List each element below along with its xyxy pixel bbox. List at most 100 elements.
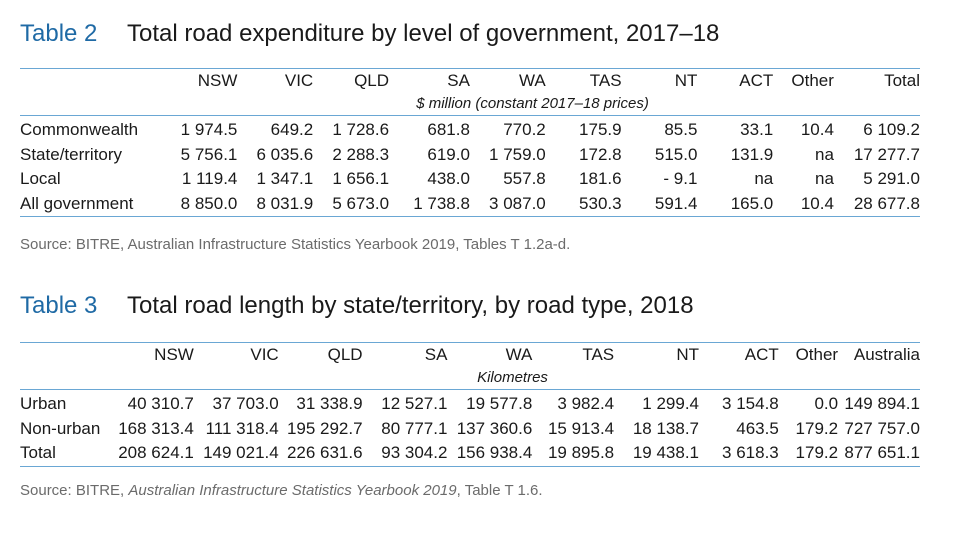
source-suffix: , Table T 1.6.	[456, 482, 543, 499]
table-cell: 226 631.6	[286, 443, 363, 463]
table-cell: 727 757.0	[844, 418, 920, 438]
table-cell: na	[754, 169, 774, 189]
column-header: VIC	[250, 345, 279, 364]
table-cell: 149 021.4	[203, 443, 279, 463]
table-2-title: Total road expenditure by level of gover…	[127, 20, 720, 47]
table-cell: 8 850.0	[180, 193, 238, 213]
table-2-source: Source: BITRE, Australian Infrastructure…	[20, 236, 571, 253]
table-cell: 3 154.8	[722, 394, 779, 414]
table-cell: - 9.1	[663, 169, 698, 189]
table-cell: 131.9	[730, 144, 774, 164]
table-cell: 5 291.0	[863, 169, 920, 189]
table-cell: 1 119.4	[181, 169, 238, 189]
table-cell: 19 895.8	[547, 443, 615, 463]
table-cell: 179.2	[795, 418, 839, 438]
table-cell: 2 288.3	[332, 144, 390, 164]
table-cell: 877 651.1	[844, 443, 920, 463]
table-cell: 12 527.1	[381, 394, 448, 414]
table-cell: 175.9	[579, 120, 622, 140]
unit-label: Kilometres	[20, 367, 920, 390]
table-cell: 1 347.1	[256, 169, 314, 189]
table-cell: 19 577.8	[466, 394, 533, 414]
table-cell: 619.0	[427, 144, 470, 164]
table-2: NSW VIC QLD SA WA TAS NT ACT Other Total…	[20, 69, 920, 217]
table-cell: 681.8	[427, 120, 470, 140]
column-header: SA	[447, 71, 470, 90]
table-cell: 649.2	[270, 120, 314, 140]
table-2-unit-row: $ million (constant 2017–18 prices)	[20, 93, 920, 116]
table-row: All government 8 850.0 8 031.9 5 673.0 1…	[20, 192, 920, 217]
table-cell: 137 360.6	[456, 418, 533, 438]
table-cell: 1 738.8	[413, 193, 470, 213]
table-cell: 208 624.1	[118, 443, 194, 463]
table-cell: 172.8	[579, 144, 622, 164]
table-cell: 1 974.5	[180, 120, 238, 140]
table-cell: 93 304.2	[381, 443, 448, 463]
table-3-source: Source: BITRE, Australian Infrastructure…	[20, 482, 543, 499]
table-cell: 156 938.4	[456, 443, 533, 463]
table-cell: 1 728.6	[332, 120, 390, 140]
table-cell: 1 759.0	[489, 144, 546, 164]
table-cell: 195 292.7	[286, 418, 363, 438]
table-cell: 28 677.8	[853, 193, 920, 213]
column-header: ACT	[739, 71, 774, 90]
column-header: VIC	[284, 71, 314, 90]
table-row: Commonwealth 1 974.5 649.2 1 728.6 681.8…	[20, 116, 920, 143]
table-3-heading: Table 3 Total road length by state/terri…	[20, 292, 920, 322]
column-header: WA	[505, 345, 533, 364]
table-row: Local 1 119.4 1 347.1 1 656.1 438.0 557.…	[20, 167, 920, 192]
table-2-top-rule	[20, 68, 920, 69]
column-header: NSW	[154, 345, 194, 364]
table-row: State/territory 5 756.1 6 035.6 2 288.3 …	[20, 143, 920, 168]
column-header: Other	[791, 71, 834, 90]
table-cell: 18 138.7	[632, 418, 700, 438]
table-3-title: Total road length by state/territory, by…	[127, 292, 694, 319]
row-label: Local	[20, 169, 61, 189]
table-3-top-rule	[20, 342, 920, 343]
table-cell: 10.4	[800, 120, 834, 140]
table-3-unit-row: Kilometres	[20, 367, 920, 390]
table-cell: 3 618.3	[722, 443, 779, 463]
column-header: QLD	[327, 345, 363, 364]
table-cell: 33.1	[740, 120, 774, 140]
row-label: State/territory	[20, 144, 123, 164]
table-cell: 463.5	[736, 418, 779, 438]
table-cell: 515.0	[654, 144, 698, 164]
table-cell: 15 913.4	[547, 418, 615, 438]
table-2-header-row: NSW VIC QLD SA WA TAS NT ACT Other Total	[20, 69, 920, 93]
column-header: Other	[795, 345, 839, 364]
column-header: TAS	[589, 71, 622, 90]
column-header: NT	[676, 345, 700, 364]
table-row: Total 208 624.1 149 021.4 226 631.6 93 3…	[20, 441, 920, 466]
column-header: NSW	[197, 71, 238, 90]
table-2-number: Table 2	[20, 20, 98, 47]
table-cell: 1 656.1	[332, 169, 390, 189]
table-2-heading: Table 2 Total road expenditure by level …	[20, 20, 920, 50]
table-cell: 8 031.9	[256, 193, 314, 213]
unit-label: $ million (constant 2017–18 prices)	[20, 93, 920, 116]
table-cell: 40 310.7	[127, 394, 194, 414]
column-header: WA	[519, 71, 546, 90]
table-cell: 5 673.0	[332, 193, 390, 213]
row-label: Commonwealth	[20, 120, 139, 140]
table-cell: na	[815, 169, 834, 189]
table-cell: 111 318.4	[205, 418, 279, 438]
column-header: SA	[424, 345, 448, 364]
table-cell: 3 982.4	[557, 394, 615, 414]
table-cell: 168 313.4	[118, 418, 194, 438]
table-cell: 6 109.2	[863, 120, 920, 140]
table-cell: 149 894.1	[844, 394, 920, 414]
table-cell: 165.0	[730, 193, 774, 213]
table-cell: 530.3	[579, 193, 622, 213]
table-cell: 1 299.4	[642, 394, 700, 414]
column-header: Total	[884, 71, 920, 90]
table-cell: 10.4	[800, 193, 834, 213]
table-cell: 19 438.1	[632, 443, 700, 463]
row-label: All government	[20, 193, 134, 213]
table-cell: 557.8	[503, 169, 546, 189]
table-cell: na	[815, 144, 834, 164]
table-cell: 17 277.7	[853, 144, 920, 164]
column-header: QLD	[354, 71, 390, 90]
column-header: TAS	[582, 345, 615, 364]
table-cell: 31 338.9	[296, 394, 363, 414]
